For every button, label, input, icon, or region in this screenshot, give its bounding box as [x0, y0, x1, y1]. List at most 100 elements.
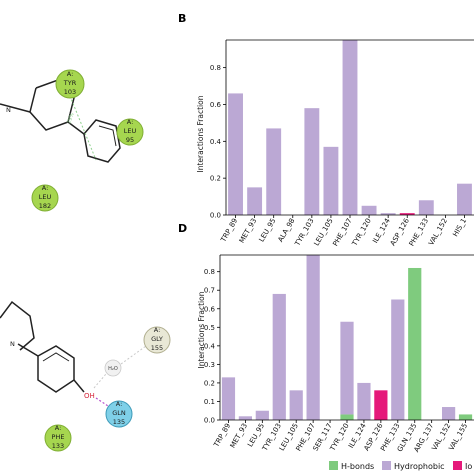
chart-d-bar-hydrophobic: [306, 255, 320, 420]
ligand-diagram-bottom: N OH H₂O A: GLY 155 A: GLN 135 A: PHE 13…: [0, 300, 171, 452]
residue-gln-135: A: GLN 135: [105, 400, 133, 428]
residue-phe-133: A: PHE 133: [44, 424, 72, 452]
legend-item-hydrophobic: Hydrophobic: [382, 461, 445, 471]
chart-b-xtick-label: TRP_89: [219, 217, 239, 244]
legend-swatch-ionic: [453, 461, 462, 470]
chart-b-xtick-label: MET_93: [238, 217, 259, 245]
n-methyl-bond: [0, 103, 31, 113]
residue-number: 103: [64, 88, 76, 96]
legend-label-h-bonds: H-bonds: [341, 462, 374, 471]
chart-b-bar-hydrophobic: [266, 128, 282, 215]
ligand-diagram-top: N 29% A: TYR 103 A: LEU 95 A: LEU 182: [0, 69, 144, 212]
legend-label-ionic: Io: [465, 462, 472, 471]
chart-b-bar-hydrophobic: [361, 205, 377, 215]
chart-b-xtick-label: VAL_152: [427, 217, 449, 247]
chart-d-bar-hydrophobic: [221, 377, 236, 420]
chart-b-ytick-label: 0.4: [210, 138, 222, 146]
atom-water-label: H₂O: [108, 366, 118, 372]
residue-gly-155: A: GLY 155: [143, 326, 171, 354]
chart-d-bar-hydrophobic: [289, 390, 303, 420]
residue-number: 95: [126, 136, 134, 144]
chart-b-bar-hydrophobic: [247, 187, 263, 215]
residue-chain: A:: [154, 326, 161, 334]
legend-item-h-bonds: H-bonds: [329, 461, 374, 471]
chart-b-y-ticks: 0.0 0.2 0.4 0.6 0.8: [210, 64, 226, 220]
water-gly-line: [120, 345, 147, 365]
residue-chain: A:: [42, 184, 49, 192]
chart-d-bar-h_bonds: [340, 414, 354, 420]
hbond-gln-line: [95, 397, 109, 407]
residue-leu-182: A: LEU 182: [31, 184, 59, 212]
chart-b-xtick-label: ILE_124: [371, 217, 392, 245]
chart-d-bar-ionic: [374, 390, 388, 420]
chart-b-xtick-label: TYR_120: [350, 217, 373, 248]
atom-n-label: N: [10, 340, 15, 348]
pi-stacking-line: [69, 95, 97, 161]
chart-d-ytick-label: 0.6: [204, 305, 216, 313]
chart-b-bar-hydrophobic: [304, 108, 320, 215]
chart-b-bar-hydrophobic: [342, 40, 358, 215]
residue-number: 133: [52, 442, 64, 450]
chart-b-ytick-label: 0.0: [210, 212, 221, 220]
residue-chain: A:: [55, 424, 62, 432]
chart-d-bar-h_bonds: [458, 414, 473, 420]
chart-b-ylabel: Interactions Fraction: [196, 95, 205, 172]
residue-name: PHE: [52, 433, 65, 441]
legend-swatch-h-bonds: [329, 461, 338, 470]
chart-d-y-ticks: 0.0 0.1 0.2 0.3 0.4 0.5 0.6 0.7 0.8: [204, 268, 220, 425]
legend-label-hydrophobic: Hydrophobic: [394, 462, 445, 471]
atom-n-label: N: [6, 106, 11, 114]
residue-name: LEU: [39, 193, 52, 201]
blue-residue-circle: [105, 400, 133, 428]
phenol-inner-bonds: [42, 352, 70, 362]
chart-b-xtick-label: HIS_1: [451, 217, 468, 238]
chart-d-ytick-label: 0.7: [204, 287, 215, 295]
chart-d: Interactions Fraction 0.0 0.1 0.2 0.3 0.4 0.5…: [197, 254, 474, 454]
green-residue-circle: [55, 69, 85, 99]
chart-d-ytick-label: 0.1: [204, 398, 215, 406]
chart-d-x-ticks: TRP_89MET_93LEU_95TYR_103LEU_105PHE_107S…: [212, 420, 469, 454]
chart-b-xtick-label: LEU_95: [258, 217, 278, 243]
chart-b: Interactions Fraction 0.0 0.2 0.4 0.6 0.8 TR…: [196, 39, 474, 248]
chart-b-ytick-label: 0.8: [210, 64, 221, 72]
residue-chain: A:: [67, 70, 74, 78]
chart-d-bar-hydrophobic: [357, 382, 371, 420]
grey-residue-circle: [143, 326, 171, 354]
atom-oh-label: OH: [84, 392, 95, 400]
chart-b-bars: [228, 40, 472, 215]
green-residue-circle: [44, 424, 72, 452]
chart-d-bar-hydrophobic: [238, 416, 253, 420]
phenyl-inner-bonds: [98, 125, 117, 147]
chart-b-bar-hydrophobic: [323, 146, 339, 215]
chart-b-bar-hydrophobic: [380, 213, 396, 215]
water-bridge-line: [93, 373, 107, 389]
pi-stacking-percent: 29%: [66, 112, 76, 125]
green-residue-circle: [116, 118, 144, 146]
chart-d-bar-h_bonds: [408, 267, 422, 420]
chart-d-ytick-label: 0.3: [204, 361, 215, 369]
chart-b-bar-hydrophobic: [418, 200, 434, 215]
chart-b-ytick-label: 0.2: [210, 175, 221, 183]
residue-number: 135: [113, 418, 125, 426]
chart-d-ytick-label: 0.5: [204, 324, 215, 332]
chart-b-ytick-label: 0.6: [210, 101, 222, 109]
residue-number: 182: [39, 202, 51, 210]
chart-d-bar-hydrophobic: [272, 293, 286, 420]
piperazine-fragment: [0, 300, 35, 351]
residue-tyr-103: A: TYR 103: [55, 69, 85, 99]
residue-chain: A:: [127, 118, 134, 126]
chart-d-ytick-label: 0.4: [204, 342, 216, 350]
panel-letter-b: B: [178, 12, 186, 25]
chart-d-bar-hydrophobic: [441, 407, 456, 420]
chart-d-bar-hydrophobic: [391, 299, 405, 420]
n-phenyl-bond: [17, 343, 39, 357]
legend-swatch-hydrophobic: [382, 461, 391, 470]
residue-name: GLY: [151, 335, 163, 343]
residue-leu-95: A: LEU 95: [116, 118, 144, 146]
green-residue-circle: [31, 184, 59, 212]
phenyl-ring: [83, 119, 121, 163]
chart-b-xtick-label: ALA_98: [277, 217, 297, 244]
chart-b-bar-hydrophobic: [457, 183, 472, 215]
